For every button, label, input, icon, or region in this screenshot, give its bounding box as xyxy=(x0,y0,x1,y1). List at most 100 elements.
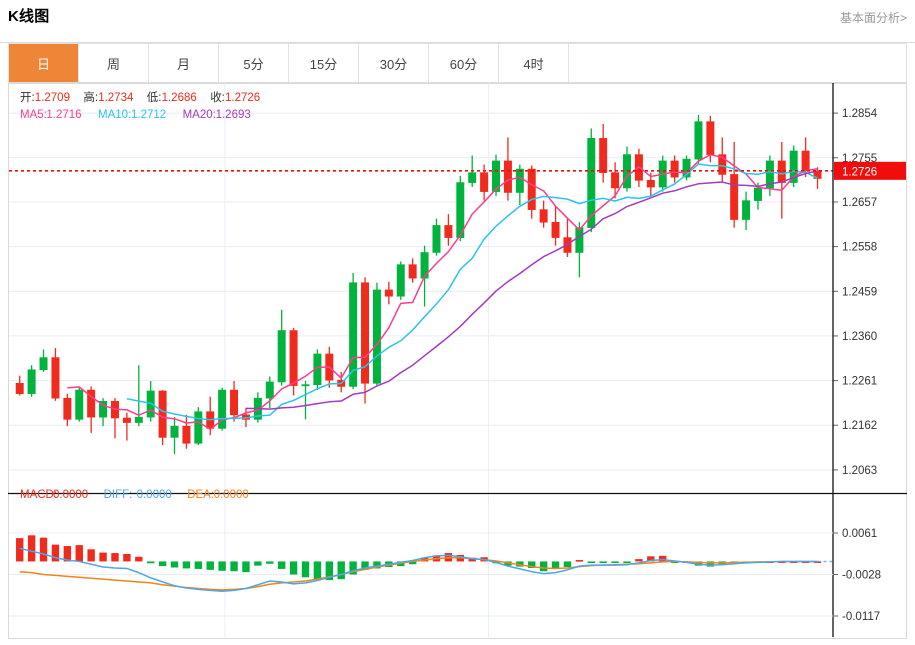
macd-bar xyxy=(206,561,214,570)
tab-bar-filler xyxy=(569,44,906,82)
price-tick-label-0: 1.2854 xyxy=(842,108,878,120)
candle-body xyxy=(372,289,381,384)
candle-body xyxy=(789,150,798,183)
tab-3[interactable]: 5分 xyxy=(219,44,289,82)
candle-body xyxy=(801,150,810,172)
candle-body xyxy=(599,138,608,173)
candle-body xyxy=(420,252,429,279)
ma5-legend-label: MA5: xyxy=(20,109,47,121)
candle-body xyxy=(230,389,239,416)
candle-body xyxy=(742,200,751,220)
macd-bar xyxy=(63,546,72,562)
macd-bar xyxy=(99,552,107,562)
macd-bar xyxy=(778,561,786,564)
macd-bar xyxy=(539,561,548,572)
diff-legend-value: 0.0000 xyxy=(137,489,172,501)
chart-outer-border xyxy=(8,83,907,639)
page-header: K线图 基本面分析> xyxy=(0,0,915,43)
candle-body xyxy=(575,227,584,253)
candle-body xyxy=(468,172,477,183)
candle-body xyxy=(134,416,143,423)
candle-body xyxy=(670,160,679,178)
tab-2[interactable]: 月 xyxy=(149,44,219,82)
macd-bar xyxy=(111,553,119,562)
macd-bar xyxy=(51,544,60,562)
candle-body xyxy=(218,389,227,429)
macd-bar xyxy=(659,555,667,562)
price-tick-label-4: 1.2459 xyxy=(842,286,877,298)
macd-bar xyxy=(599,561,607,564)
macd-bar xyxy=(194,561,203,569)
current-price-tag xyxy=(834,161,906,180)
kline-chart-svg[interactable]: 1.2854 1.2755 1.2657 1.2558 1.2459 1.2360 1.22… xyxy=(8,83,907,639)
macd-bar xyxy=(242,561,250,573)
candle-body xyxy=(539,209,548,223)
ma10-legend-label: MA10: xyxy=(98,109,131,121)
macd-bar xyxy=(349,561,357,575)
macd-bar xyxy=(563,561,572,568)
ma10-legend-value: 1.2712 xyxy=(131,109,166,121)
ma5-legend-value: 1.2716 xyxy=(46,109,81,121)
chart-area[interactable]: 1.2854 1.2755 1.2657 1.2558 1.2459 1.2360 1.22… xyxy=(8,83,907,639)
ohlc-open-label: 开: xyxy=(20,92,35,104)
candle-body xyxy=(361,282,370,384)
macd-bar xyxy=(373,561,381,569)
macd-bar xyxy=(313,561,322,580)
candle-body xyxy=(718,154,727,175)
macd-bar xyxy=(27,535,36,562)
candle-body xyxy=(492,160,501,192)
price-tick-label-3: 1.2558 xyxy=(842,242,877,254)
candle-body xyxy=(611,172,620,189)
candle-body xyxy=(289,330,298,386)
macd-bar xyxy=(230,561,238,572)
macd-bar xyxy=(218,561,226,571)
dea-legend-label: DEA: xyxy=(187,489,214,501)
tab-7[interactable]: 4时 xyxy=(499,44,569,82)
macd-bar xyxy=(75,545,83,562)
ma-legend-row: MA5: 1.2716 MA10: 1.2712 MA20: 1.2693 xyxy=(20,109,251,121)
macd-bar xyxy=(361,561,369,570)
macd-bar xyxy=(123,553,131,562)
macd-bar xyxy=(635,559,643,562)
macd-tick-label-0: 0.0061 xyxy=(842,528,877,540)
candle-body xyxy=(63,397,72,420)
tab-6[interactable]: 60分 xyxy=(429,44,499,82)
candle-body xyxy=(432,225,441,253)
price-tick-label-1: 1.2755 xyxy=(842,153,877,165)
candle-body xyxy=(456,182,465,238)
macd-bar xyxy=(87,549,95,562)
tab-0[interactable]: 日 xyxy=(9,44,79,82)
page-title: K线图 xyxy=(8,8,50,25)
fundamental-analysis-link[interactable]: 基本面分析> xyxy=(839,11,907,25)
tab-5[interactable]: 30分 xyxy=(359,44,429,82)
macd-bar xyxy=(16,538,24,562)
macd-bar xyxy=(587,561,595,564)
candle-body xyxy=(15,382,24,394)
ohlc-close-value: 1.2726 xyxy=(225,92,260,104)
dea-line xyxy=(19,556,818,591)
tab-4[interactable]: 15分 xyxy=(289,44,359,82)
macd-legend-label: MACD: xyxy=(20,489,57,501)
ohlc-high-value: 1.2734 xyxy=(98,92,134,104)
candle-body xyxy=(194,411,203,444)
candle-body xyxy=(122,417,131,423)
macd-bar xyxy=(813,561,822,564)
diff-legend-label: DIFF: xyxy=(104,489,133,501)
macd-bar xyxy=(170,561,179,568)
candle-body xyxy=(646,180,655,188)
tab-1[interactable]: 周 xyxy=(79,44,149,82)
macd-bar xyxy=(254,561,262,566)
current-price-tag-label: 1.2726 xyxy=(842,166,877,178)
ma20-line xyxy=(245,170,818,410)
macd-bar xyxy=(158,561,167,567)
candle-body xyxy=(444,225,453,238)
macd-tick-label-2: -0.0117 xyxy=(842,611,880,623)
candle-body xyxy=(777,160,786,183)
candle-body xyxy=(527,168,536,210)
macd-bar xyxy=(39,537,48,562)
candle-body xyxy=(706,121,715,155)
candle-body xyxy=(27,369,36,394)
macd-legend-value: 0.0000 xyxy=(53,489,88,501)
candle-body xyxy=(515,168,524,193)
